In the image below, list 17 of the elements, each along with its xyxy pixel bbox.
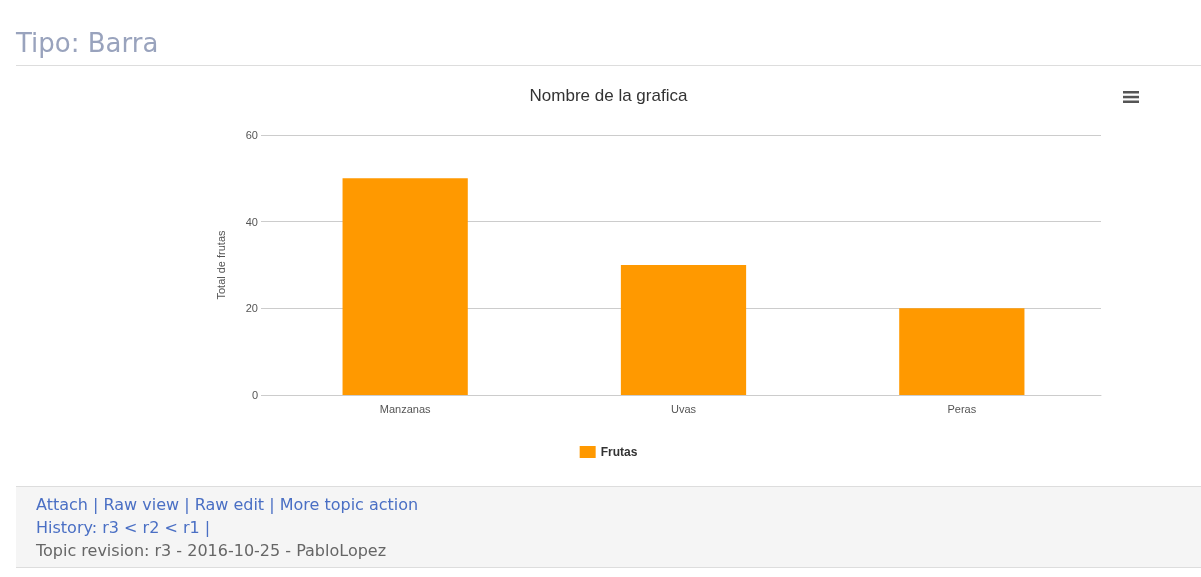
bar bbox=[620, 265, 747, 395]
y-tick-label: 20 bbox=[245, 302, 258, 315]
text: Attach | Raw view | Raw edit | More topic action bbox=[36, 494, 420, 516]
bar bbox=[342, 178, 468, 395]
x-tick-label: Manzanas bbox=[379, 402, 432, 415]
y-tick-label: 40 bbox=[245, 215, 258, 228]
y-tick-label: 0 bbox=[251, 389, 258, 401]
text: Topic revision: r3 - 2016-10-25 - PabloLopez bbox=[36, 540, 388, 562]
x-tick-label: Uvas bbox=[670, 402, 697, 415]
chart-title: Nombre de la grafica bbox=[529, 86, 688, 105]
y-axis-title: Total de frutas bbox=[214, 229, 227, 300]
y-tick-label: 60 bbox=[245, 129, 258, 141]
bar bbox=[899, 308, 1025, 395]
text: Tipo: Barra bbox=[16, 28, 159, 58]
legend-label: Frutas bbox=[600, 445, 638, 459]
text: History: r3 < r2 < r1 | bbox=[36, 517, 212, 539]
x-tick-label: Peras bbox=[947, 402, 977, 415]
